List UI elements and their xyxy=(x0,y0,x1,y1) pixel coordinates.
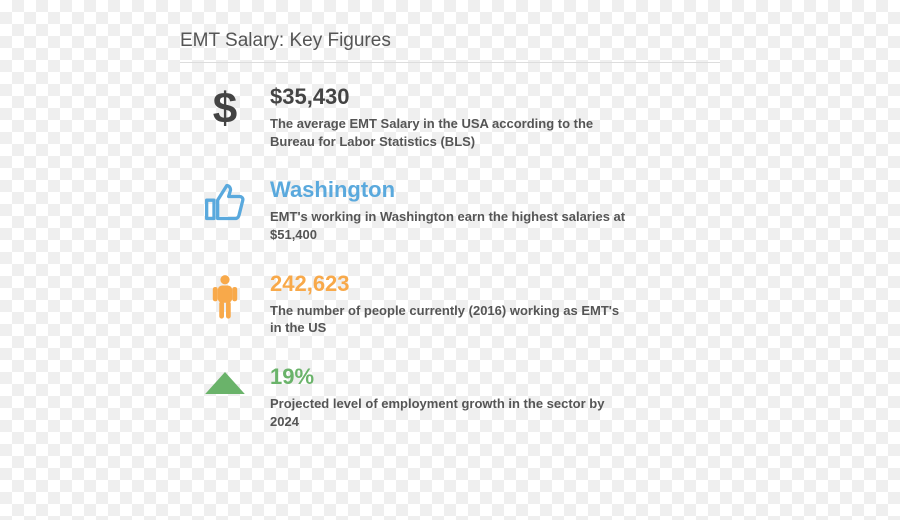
stat-text: 19% Projected level of employment growth… xyxy=(270,365,720,430)
stat-headline: 242,623 xyxy=(270,272,720,296)
stat-headline: Washington xyxy=(270,178,720,202)
person-icon xyxy=(180,272,270,320)
stat-text: $35,430 The average EMT Salary in the US… xyxy=(270,85,720,150)
infographic-container: EMT Salary: Key Figures $ $35,430 The av… xyxy=(0,0,900,430)
svg-text:$: $ xyxy=(213,87,237,131)
stat-row: 19% Projected level of employment growth… xyxy=(180,365,720,430)
stat-row: Washington EMT's working in Washington e… xyxy=(180,178,720,243)
stat-headline: 19% xyxy=(270,365,720,389)
stat-desc: The average EMT Salary in the USA accord… xyxy=(270,115,630,150)
stat-desc: The number of people currently (2016) wo… xyxy=(270,302,630,337)
stat-desc: Projected level of employment growth in … xyxy=(270,395,630,430)
stat-row: 242,623 The number of people currently (… xyxy=(180,272,720,337)
stat-row: $ $35,430 The average EMT Salary in the … xyxy=(180,85,720,150)
stat-text: Washington EMT's working in Washington e… xyxy=(270,178,720,243)
dollar-icon: $ xyxy=(180,85,270,131)
thumbs-up-icon xyxy=(180,178,270,224)
stat-text: 242,623 The number of people currently (… xyxy=(270,272,720,337)
stat-headline: $35,430 xyxy=(270,85,720,109)
stat-desc: EMT's working in Washington earn the hig… xyxy=(270,208,630,243)
triangle-up-icon xyxy=(180,365,270,399)
page-title: EMT Salary: Key Figures xyxy=(180,30,720,63)
